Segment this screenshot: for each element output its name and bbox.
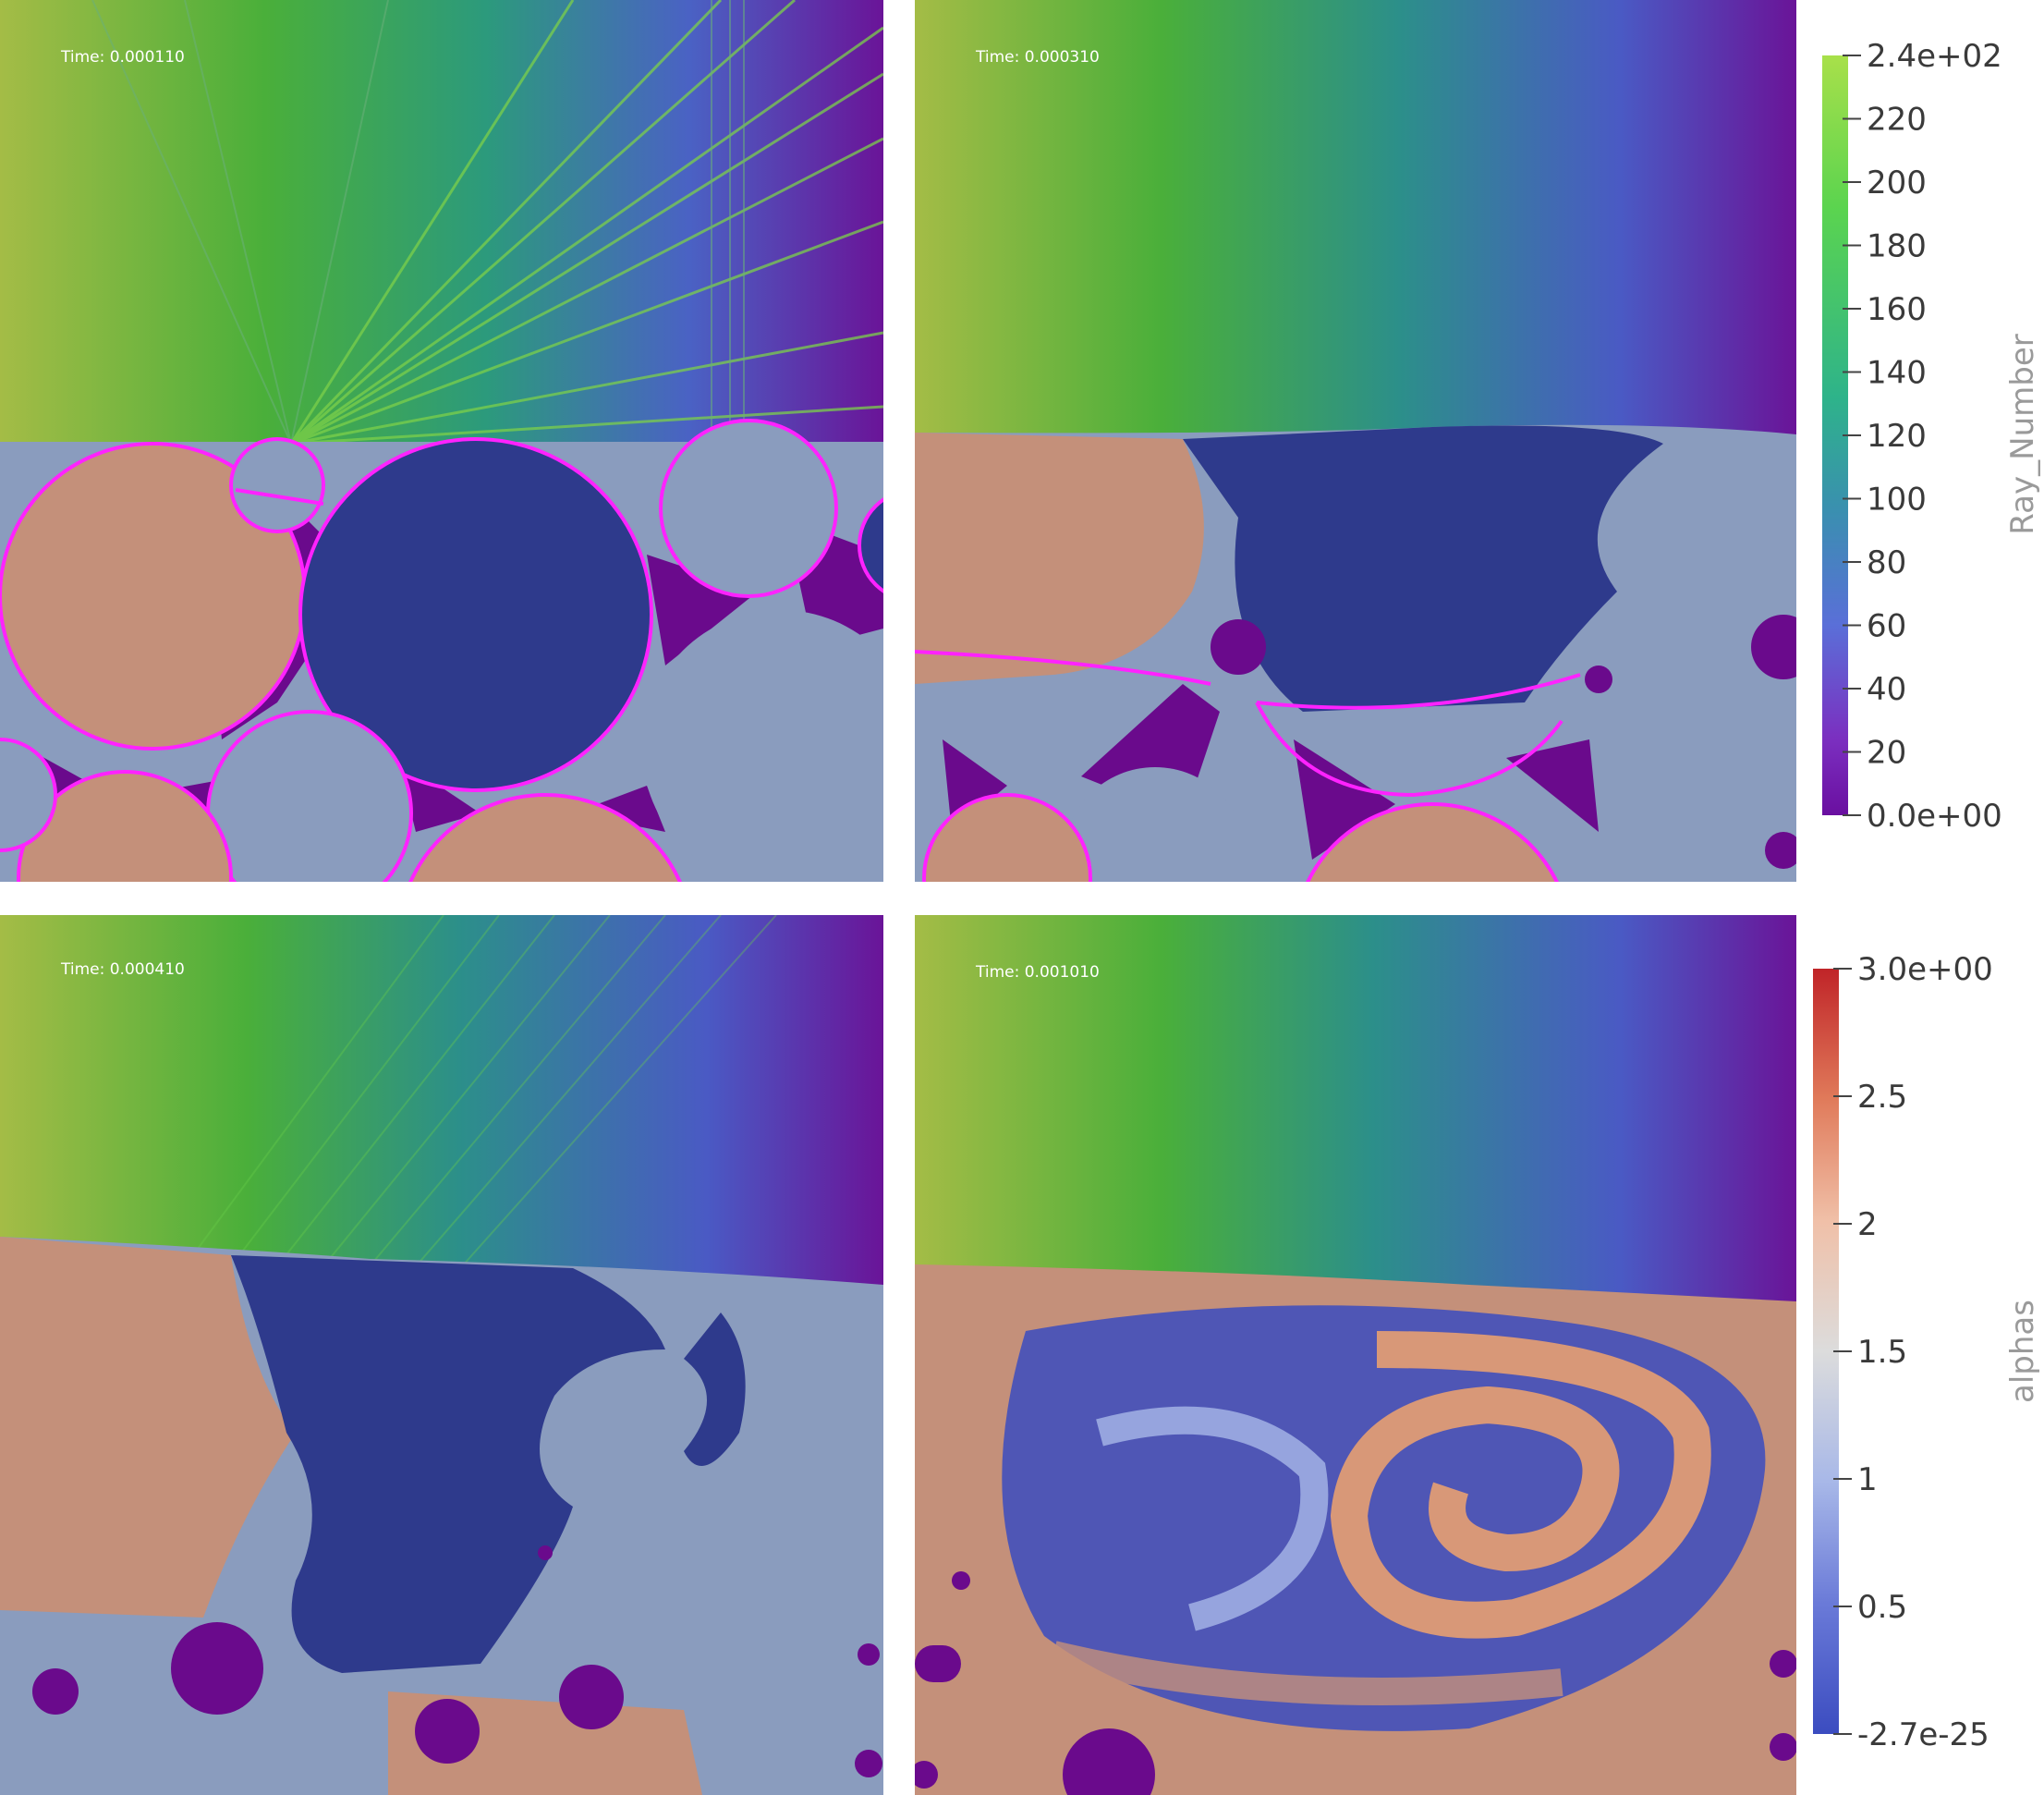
panel-4-image (915, 915, 1796, 1795)
colorbar-ray-tick-label: 100 (1867, 482, 1927, 519)
panel-3-time: Time: 0.000410 (61, 960, 185, 979)
colorbar-alphas-tick-label: -2.7e-25 (1857, 1716, 1989, 1753)
colorbar-ray-tick-label: 40 (1867, 671, 1906, 708)
colorbar-ray-tick-label: 20 (1867, 735, 1906, 772)
colorbar-ray-tick-label: 160 (1867, 291, 1927, 328)
panel-4-time: Time: 0.001010 (976, 963, 1100, 982)
panel-3-image (0, 915, 883, 1795)
colorbar-ray-tick-label: 2.4e+02 (1867, 38, 2002, 75)
colorbar-ray-gradient (1822, 55, 1848, 815)
colorbar-alphas-tick-label: 2 (1857, 1206, 1878, 1243)
panel-4: Time: 0.001010 (915, 915, 1796, 1795)
colorbar-ray-tick-label: 200 (1867, 165, 1927, 201)
panel-2: Time: 0.000310 (915, 0, 1796, 882)
colorbar-alphas-tick-label: 2.5 (1857, 1079, 1907, 1116)
panel-2-image (915, 0, 1796, 882)
colorbar-alphas-tick-label: 0.5 (1857, 1589, 1907, 1626)
colorbar-ray-title: Ray_Number (2004, 334, 2041, 534)
colorbar-alphas-ticks: 3.0e+00 2.5 2 1.5 1 0.5 -2.7e-25 (1833, 951, 1993, 1753)
colorbar-ray-tick-label: 180 (1867, 228, 1927, 265)
colorbar-ray-tick-label: 220 (1867, 102, 1927, 139)
colorbar-alphas-tick-label: 3.0e+00 (1857, 951, 1993, 988)
colorbar-ray-ticks: 2.4e+02 220 200 180 160 140 120 100 80 60 40 20 0.0e… (1843, 38, 2002, 835)
colorbar-ray-tick-label: 120 (1867, 418, 1927, 455)
colorbar-alphas-title: alphas (2004, 1300, 2041, 1403)
colorbar-alphas-tick-label: 1.5 (1857, 1334, 1907, 1371)
panel-1-time: Time: 0.000110 (61, 48, 185, 67)
colorbar-alphas-tick-label: 1 (1857, 1461, 1878, 1498)
panel-1-image (0, 0, 883, 882)
colorbar-ray-tick-label: 80 (1867, 544, 1906, 581)
panel-1: Time: 0.000110 (0, 0, 883, 882)
colorbar-ray-tick-label: 60 (1867, 608, 1906, 645)
colorbar-alphas-gradient (1813, 969, 1839, 1734)
colorbar-ray-tick-label: 0.0e+00 (1867, 798, 2002, 835)
colorbar-ray-tick-label: 140 (1867, 355, 1927, 392)
panel-2-time: Time: 0.000310 (976, 48, 1100, 67)
panel-3: Time: 0.000410 (0, 915, 883, 1795)
